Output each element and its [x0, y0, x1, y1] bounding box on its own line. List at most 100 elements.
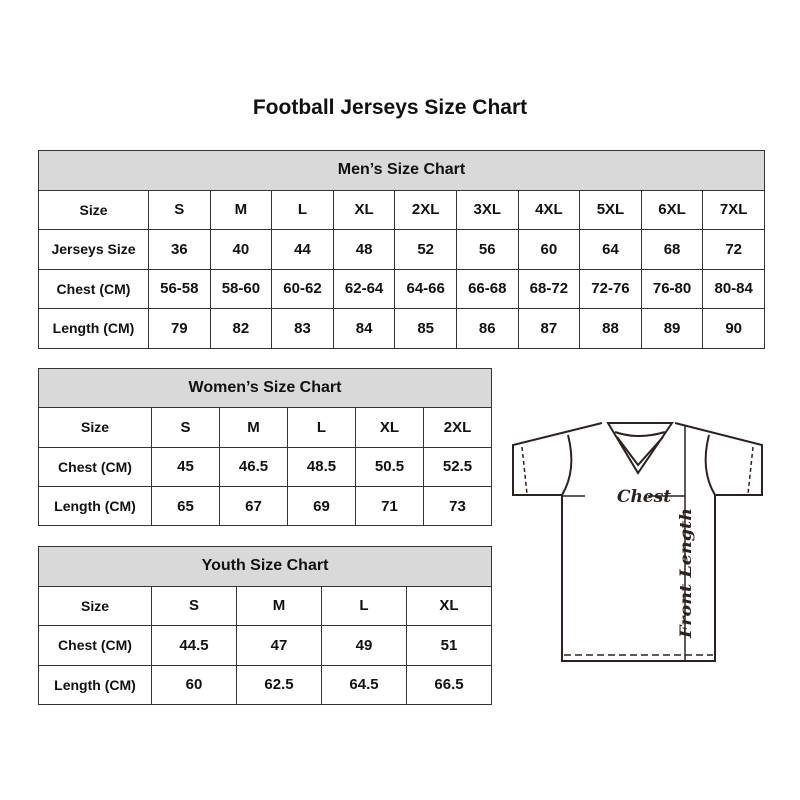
jersey-outline: [512, 422, 763, 662]
table-cell: 83: [271, 308, 334, 349]
row-label: Size: [38, 585, 152, 626]
table-cell: L: [271, 189, 334, 230]
table-cell: XL: [355, 407, 424, 448]
row-label: Chest (CM): [38, 625, 152, 666]
table-cell: 47: [236, 625, 322, 666]
men-chart-heading: Men’s Size Chart: [38, 150, 765, 191]
table-cell: 6XL: [640, 189, 704, 230]
youth-size-table: Youth Size Chart Size S M L XL Chest (CM) 44.5 4…: [38, 546, 492, 705]
table-cell: 3XL: [455, 189, 519, 230]
table-cell: 60-62: [271, 268, 334, 309]
table-cell: 56: [455, 229, 519, 270]
table-cell: M: [219, 407, 288, 448]
women-chart-heading: Women’s Size Chart: [38, 367, 492, 409]
table-cell: 56-58: [148, 268, 211, 309]
table-row: Size S M L XL 2XL: [38, 407, 492, 448]
table-cell: L: [321, 585, 407, 626]
table-cell: 73: [423, 485, 492, 527]
table-cell: 48.5: [287, 446, 356, 487]
womens-size-table: Women’s Size Chart Size S M L XL 2XL Chest (CM)…: [38, 367, 492, 527]
table-cell: 60: [517, 229, 581, 270]
mens-size-table: Men’s Size Chart Size S M L XL 2XL 3XL 4XL 5XL 6XL…: [38, 150, 765, 349]
table-cell: 90: [702, 308, 765, 349]
table-cell: 68-72: [517, 268, 581, 309]
table-row: Chest (CM) 45 46.5 48.5 50.5 52.5: [38, 446, 492, 487]
table-row: Chest (CM) 56-58 58-60 60-62 62-64 64-66 66-68…: [38, 268, 765, 309]
row-label: Chest (CM): [38, 446, 152, 487]
table-cell: S: [148, 189, 211, 230]
chest-label: Chest: [617, 487, 671, 507]
table-row: Length (CM) 79 82 83 84 85 86 87 88 89 90: [38, 308, 765, 349]
table-cell: 62.5: [236, 664, 322, 705]
table-row: Jerseys Size 36 40 44 48 52 56 60 64 68 72: [38, 229, 765, 270]
table-cell: 58-60: [209, 268, 273, 309]
table-cell: S: [151, 585, 237, 626]
table-cell: 85: [394, 308, 457, 349]
table-cell: 82: [209, 308, 273, 349]
table-cell: 79: [148, 308, 211, 349]
table-cell: 72: [702, 229, 765, 270]
table-cell: 67: [219, 485, 288, 527]
row-label: Size: [38, 189, 149, 230]
table-cell: 51: [406, 625, 492, 666]
right-armhole: [704, 434, 716, 496]
table-cell: 64: [579, 229, 642, 270]
table-cell: 72-76: [579, 268, 642, 309]
collar-inner: [614, 431, 666, 467]
table-cell: 50.5: [355, 446, 424, 487]
table-cell: 68: [640, 229, 704, 270]
table-cell: 66.5: [406, 664, 492, 705]
table-cell: 4XL: [517, 189, 581, 230]
table-cell: M: [236, 585, 322, 626]
page-title: Football Jerseys Size Chart: [252, 96, 528, 119]
table-cell: 89: [640, 308, 704, 349]
table-row: Size S M L XL 2XL 3XL 4XL 5XL 6XL 7XL: [38, 189, 765, 230]
table-cell: 62-64: [332, 268, 396, 309]
collar-outer: [606, 422, 674, 475]
table-cell: 69: [287, 485, 356, 527]
table-cell: 36: [148, 229, 211, 270]
table-cell: L: [287, 407, 356, 448]
row-label: Length (CM): [38, 664, 152, 705]
table-row: Size S M L XL: [38, 585, 492, 626]
table-cell: 44: [271, 229, 334, 270]
table-cell: 46.5: [219, 446, 288, 487]
table-cell: 76-80: [640, 268, 704, 309]
sleeve-stitch-right: [747, 446, 754, 495]
table-cell: M: [209, 189, 273, 230]
table-cell: 60: [151, 664, 237, 705]
front-length-label: Front Length: [676, 508, 695, 639]
table-cell: 45: [151, 446, 220, 487]
left-armhole: [561, 434, 573, 496]
sleeve-stitch-left: [521, 446, 528, 495]
table-cell: 2XL: [394, 189, 457, 230]
table-cell: 84: [332, 308, 396, 349]
row-label: Length (CM): [38, 308, 149, 349]
table-cell: 64.5: [321, 664, 407, 705]
jersey-measurement-diagram: Chest Front Length: [512, 422, 763, 662]
table-cell: XL: [332, 189, 396, 230]
row-label: Length (CM): [38, 485, 152, 527]
table-cell: XL: [406, 585, 492, 626]
table-cell: 48: [332, 229, 396, 270]
table-cell: 52.5: [423, 446, 492, 487]
row-label: Chest (CM): [38, 268, 149, 309]
table-cell: 88: [579, 308, 642, 349]
table-cell: 49: [321, 625, 407, 666]
table-row: Chest (CM) 44.5 47 49 51: [38, 625, 492, 666]
youth-chart-heading: Youth Size Chart: [38, 546, 492, 587]
table-cell: 7XL: [702, 189, 765, 230]
row-label: Jerseys Size: [38, 229, 149, 270]
table-cell: 71: [355, 485, 424, 527]
table-cell: 44.5: [151, 625, 237, 666]
row-label: Size: [38, 407, 152, 448]
table-cell: S: [151, 407, 220, 448]
table-cell: 65: [151, 485, 220, 527]
table-cell: 87: [517, 308, 581, 349]
table-cell: 64-66: [394, 268, 457, 309]
table-cell: 52: [394, 229, 457, 270]
table-cell: 86: [455, 308, 519, 349]
table-cell: 80-84: [702, 268, 765, 309]
table-row: Length (CM) 60 62.5 64.5 66.5: [38, 664, 492, 705]
table-cell: 66-68: [455, 268, 519, 309]
